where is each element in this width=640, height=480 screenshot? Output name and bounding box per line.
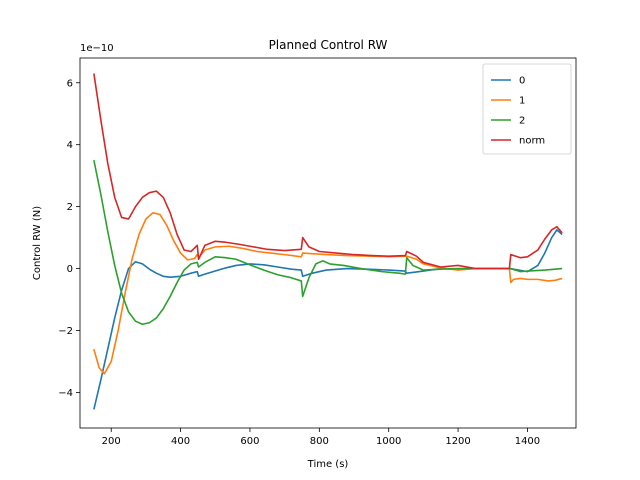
x-tick-label: 1200 [445,436,470,447]
y-tick-label: −4 [58,388,73,399]
legend-label-2: 2 [519,116,525,127]
x-tick-label: 800 [310,436,329,447]
x-axis-label: Time (s) [307,459,349,470]
y-tick-label: 4 [67,140,73,151]
x-tick-label: 200 [102,436,121,447]
y-tick-label: 2 [67,202,73,213]
legend-box [482,63,572,155]
y-scale-label: 1e−10 [80,43,114,54]
x-tick-label: 400 [171,436,190,447]
x-tick-label: 1000 [376,436,401,447]
plot-border [79,57,577,429]
chart-title: Planned Control RW [269,38,388,52]
series-line-norm [93,73,563,270]
series-line-2 [93,160,563,326]
x-axis: 200 400 600 800 1000 1200 1400 [102,428,540,447]
legend: 0 1 2 norm [482,63,572,155]
y-tick-label: 6 [67,78,73,89]
x-tick-label: 1400 [515,436,540,447]
y-tick-label: −2 [58,326,73,337]
y-axis: −4 −2 0 2 4 6 [58,78,80,399]
legend-label-0: 0 [519,76,525,87]
x-tick-label: 600 [240,436,259,447]
y-tick-label: 0 [67,264,73,275]
legend-label-norm: norm [519,136,545,147]
y-axis-label: Control RW (N) [32,206,43,280]
legend-label-1: 1 [519,96,525,107]
series-layer [93,73,563,410]
